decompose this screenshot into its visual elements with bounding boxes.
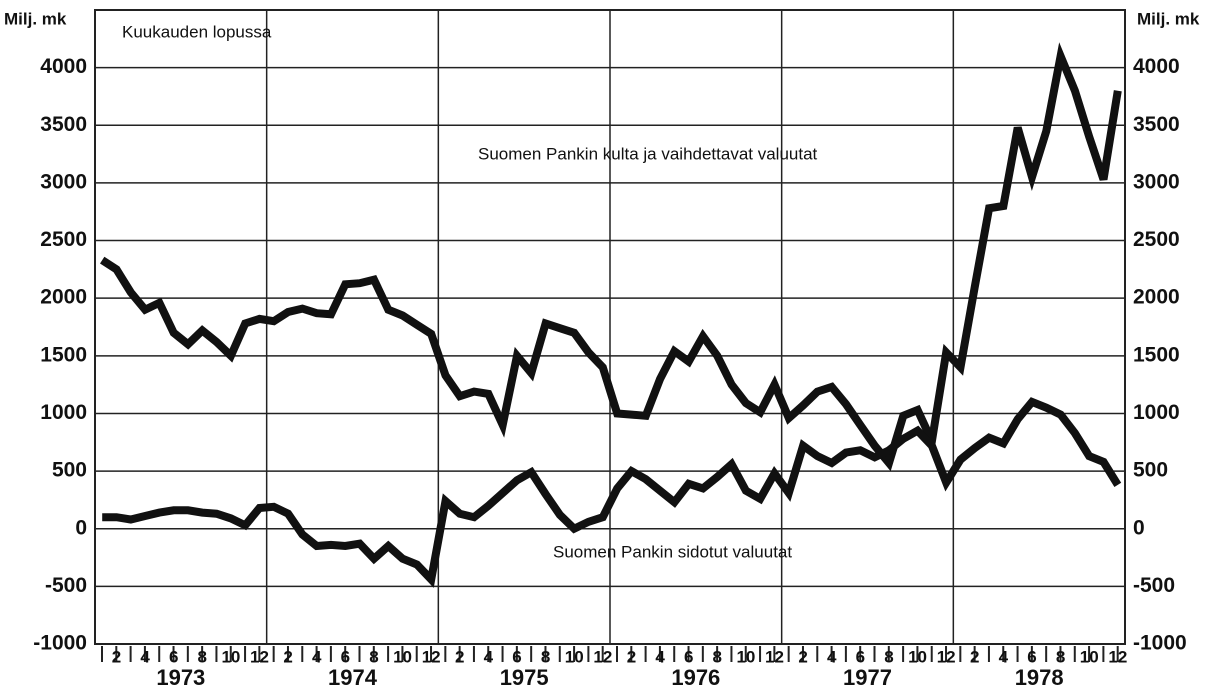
series-label: Suomen Pankin kulta ja vaihdettavat valu… [478,144,818,163]
x-tick-label: 12 [250,647,269,666]
year-label: 1977 [843,665,892,690]
x-tick-label: 10 [565,647,584,666]
y2-tick-label: 1000 [1133,401,1180,424]
x-tick-label: 4 [140,647,150,666]
x-tick-label: 8 [884,647,893,666]
x-tick-label: 4 [655,647,665,666]
year-label: 1973 [156,665,205,690]
y2-tick-label: 0 [1133,516,1145,539]
series-label: Suomen Pankin sidotut valuutat [553,542,792,561]
x-tick-label: 6 [169,647,178,666]
x-tick-label: 12 [422,647,441,666]
y-tick-label: -500 [45,574,87,597]
year-label: 1978 [1015,665,1064,690]
series-line [100,42,1122,472]
y2-tick-label: -500 [1133,574,1175,597]
year-label: 1976 [671,665,720,690]
x-tick-label: 6 [1027,647,1036,666]
x-tick-label: 10 [221,647,240,666]
y2-tick-label: 3000 [1133,170,1180,193]
plot-frame [94,9,1126,645]
x-tick-label: 2 [970,647,979,666]
y2-tick-label: 1500 [1133,343,1180,366]
x-tick-label: 12 [937,647,956,666]
series-line [102,397,1122,588]
x-tick-label: 12 [593,647,612,666]
y-tick-label: 4000 [40,55,87,78]
y-tick-label: 2500 [40,228,87,251]
x-tick-label: 6 [512,647,521,666]
y-tick-label: -1000 [33,632,87,655]
x-tick-label: 6 [341,647,350,666]
y-tick-label: 500 [52,459,87,482]
x-tick-label: 8 [1056,647,1065,666]
y-tick-label: 0 [75,516,87,539]
y-axis-label: Milj. mk [4,9,67,28]
y-tick-label: 3500 [40,113,87,136]
subtitle: Kuukauden lopussa [122,22,272,41]
year-label: 1975 [500,665,549,690]
x-tick-label: 2 [283,647,292,666]
year-label: 1974 [328,665,378,690]
x-tick-label: 4 [484,647,494,666]
x-tick-label: 4 [827,647,837,666]
x-tick-label: 4 [999,647,1009,666]
x-tick-label: 8 [369,647,378,666]
x-tick-label: 2 [455,647,464,666]
y2-tick-label: 4000 [1133,55,1180,78]
x-tick-label: 8 [198,647,207,666]
y2-tick-label: 500 [1133,459,1168,482]
x-tick-label: 10 [393,647,412,666]
x-tick-label: 2 [112,647,121,666]
x-tick-label: 8 [541,647,550,666]
x-tick-label: 6 [684,647,693,666]
x-tick-label: 10 [736,647,755,666]
x-tick-label: 6 [856,647,865,666]
y-tick-label: 1000 [40,401,87,424]
x-tick-label: 4 [312,647,322,666]
y2-tick-label: -1000 [1133,632,1187,655]
y2-axis-label: Milj. mk [1137,9,1200,28]
x-tick-label: 2 [627,647,636,666]
y2-tick-label: 3500 [1133,113,1180,136]
y2-tick-label: 2000 [1133,286,1180,309]
x-tick-label: 10 [1080,647,1099,666]
x-tick-label: 2 [798,647,807,666]
y-tick-label: 3000 [40,170,87,193]
x-tick-label: 12 [1108,647,1127,666]
y-tick-label: 1500 [40,343,87,366]
x-tick-label: 8 [713,647,722,666]
x-tick-label: 12 [765,647,784,666]
y-tick-label: 2000 [40,286,87,309]
y2-tick-label: 2500 [1133,228,1180,251]
x-tick-label: 10 [908,647,927,666]
